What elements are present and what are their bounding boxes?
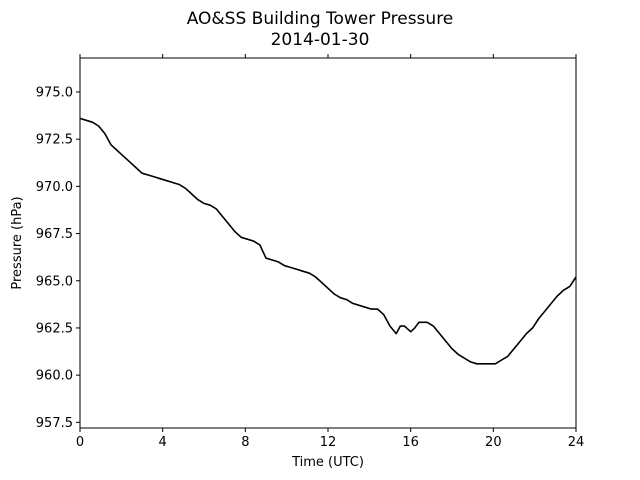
x-tick-label: 4 xyxy=(159,435,167,450)
x-tick-label: 20 xyxy=(485,435,502,450)
y-tick-label: 965.0 xyxy=(36,274,73,289)
series-line-0 xyxy=(79,117,577,365)
x-tick-label: 16 xyxy=(402,435,419,450)
plot-area: 0 4 8 12 16 20 24 957.5 960.0 962.5 965.0 967.5 970.… xyxy=(36,54,584,450)
y-tick-label: 967.5 xyxy=(36,227,73,242)
x-axis-label: Time (UTC) xyxy=(291,455,364,470)
x-tick-label: 12 xyxy=(320,435,337,450)
y-tick-label: 972.5 xyxy=(36,133,73,148)
axes-frame xyxy=(79,57,577,429)
y-tick-label: 975.0 xyxy=(36,85,73,100)
chart-subtitle: 2014-01-30 xyxy=(271,30,370,50)
x-tick-label: 0 xyxy=(76,435,84,450)
y-tick-label: 960.0 xyxy=(36,369,73,384)
x-tick-label: 24 xyxy=(568,435,585,450)
y-tick-label: 957.5 xyxy=(36,416,73,431)
chart-title: AO&SS Building Tower Pressure xyxy=(187,9,454,29)
x-tick-label: 8 xyxy=(241,435,249,450)
y-tick-label: 970.0 xyxy=(36,180,73,195)
y-axis-label: Pressure (hPa) xyxy=(10,196,25,289)
y-tick-label: 962.5 xyxy=(36,321,73,336)
